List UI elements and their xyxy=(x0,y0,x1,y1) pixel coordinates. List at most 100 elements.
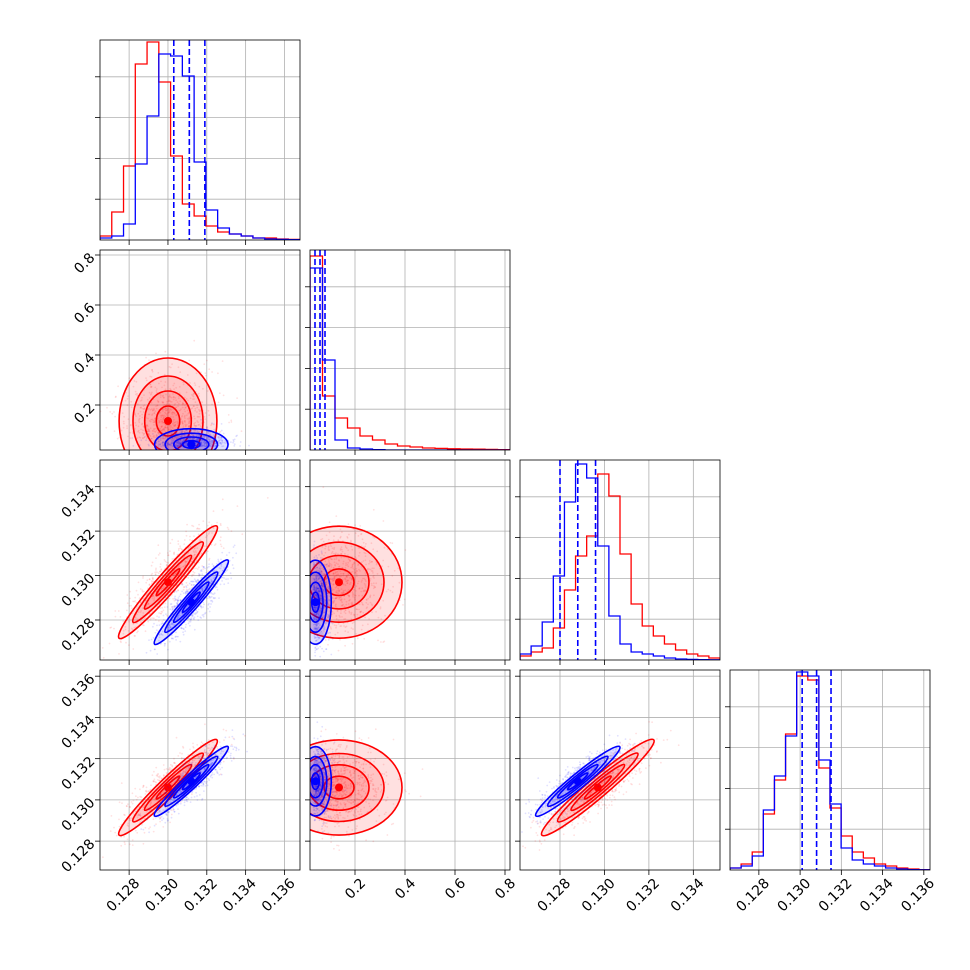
scatter-point xyxy=(207,409,210,412)
scatter-point xyxy=(134,393,137,396)
scatter-point xyxy=(143,436,146,438)
scatter-point xyxy=(212,593,215,596)
scatter-point xyxy=(368,562,370,565)
scatter-point xyxy=(372,574,375,577)
scatter-point xyxy=(177,635,179,638)
scatter-point xyxy=(228,551,231,554)
scatter-point xyxy=(169,408,172,411)
scatter-point xyxy=(351,566,354,568)
scatter-point xyxy=(155,445,158,447)
scatter-point xyxy=(207,533,210,535)
scatter-point xyxy=(162,435,164,438)
scatter-point xyxy=(356,637,359,640)
scatter-point xyxy=(158,440,160,443)
y-tick-label: 0.6 xyxy=(71,300,98,327)
scatter-point xyxy=(125,805,128,807)
scatter-point xyxy=(162,435,164,438)
scatter-point xyxy=(324,639,327,641)
scatter-point xyxy=(371,567,374,570)
scatter-point xyxy=(316,574,319,577)
scatter-point xyxy=(202,606,204,608)
scatter-point xyxy=(159,439,162,442)
scatter-point xyxy=(185,443,187,445)
scatter-point xyxy=(205,445,208,448)
scatter-point xyxy=(149,618,152,621)
scatter-point xyxy=(352,528,355,530)
scatter-point xyxy=(171,437,174,440)
scatter-point xyxy=(135,380,138,383)
scatter-point xyxy=(218,597,220,599)
scatter-point xyxy=(317,647,320,650)
scatter-point xyxy=(318,589,320,592)
scatter-point xyxy=(184,423,187,426)
scatter-point xyxy=(132,648,135,650)
scatter-point xyxy=(131,802,134,805)
scatter-point xyxy=(187,590,190,593)
scatter-point xyxy=(169,603,172,606)
scatter-point xyxy=(351,548,354,551)
scatter-point xyxy=(164,409,167,412)
scatter-point xyxy=(185,443,188,445)
scatter-point xyxy=(217,436,219,439)
x-axis xyxy=(354,660,506,665)
scatter-point xyxy=(131,607,133,610)
scatter-point xyxy=(169,444,172,446)
scatter-point xyxy=(148,578,151,580)
scatter-point xyxy=(197,619,200,621)
scatter-point xyxy=(214,435,216,438)
scatter-point xyxy=(355,571,357,574)
scatter-point xyxy=(171,606,173,608)
scatter-point xyxy=(369,596,371,599)
scatter-point xyxy=(201,444,203,447)
scatter-point xyxy=(130,406,133,409)
scatter-point xyxy=(188,411,190,414)
scatter-point xyxy=(168,624,171,627)
scatter-point xyxy=(177,615,179,618)
scatter-point xyxy=(402,604,404,606)
scatter-point xyxy=(208,595,211,598)
scatter-point xyxy=(337,573,339,575)
scatter-point xyxy=(196,443,198,446)
scatter-point xyxy=(200,418,202,421)
scatter-point xyxy=(220,558,222,561)
scatter-point xyxy=(170,428,173,431)
scatter-point xyxy=(153,430,156,433)
scatter-point xyxy=(162,410,164,412)
scatter-point xyxy=(206,534,208,537)
scatter-point xyxy=(164,426,166,428)
scatter-point xyxy=(201,614,204,616)
scatter-point xyxy=(169,400,172,403)
scatter-point xyxy=(168,400,171,402)
scatter-point xyxy=(344,644,346,647)
scatter-point xyxy=(156,404,159,407)
scatter-point xyxy=(315,609,317,611)
scatter-point xyxy=(166,415,169,418)
scatter-point xyxy=(161,428,164,431)
scatter-point xyxy=(339,575,341,578)
scatter-point xyxy=(193,553,196,556)
scatter-point xyxy=(181,582,184,585)
scatter-point xyxy=(329,557,331,559)
scatter-point xyxy=(327,615,330,618)
scatter-point xyxy=(163,642,166,645)
scatter-point xyxy=(356,582,359,585)
scatter-point xyxy=(167,428,170,430)
scatter-point xyxy=(185,530,187,533)
scatter-point xyxy=(164,642,166,645)
scatter-point xyxy=(322,486,325,489)
scatter-point xyxy=(213,443,216,445)
scatter-point xyxy=(346,576,348,579)
scatter-point xyxy=(337,619,340,622)
scatter-point xyxy=(136,392,138,395)
scatter-point xyxy=(186,552,189,555)
scatter-point xyxy=(318,589,320,592)
scatter-point xyxy=(128,605,131,607)
scatter-point xyxy=(316,566,319,569)
scatter-point xyxy=(114,396,117,399)
scatter-point xyxy=(322,629,325,632)
scatter-point xyxy=(344,552,346,555)
density-peak xyxy=(164,417,172,425)
scatter-point xyxy=(179,442,182,445)
scatter-point xyxy=(341,578,344,581)
